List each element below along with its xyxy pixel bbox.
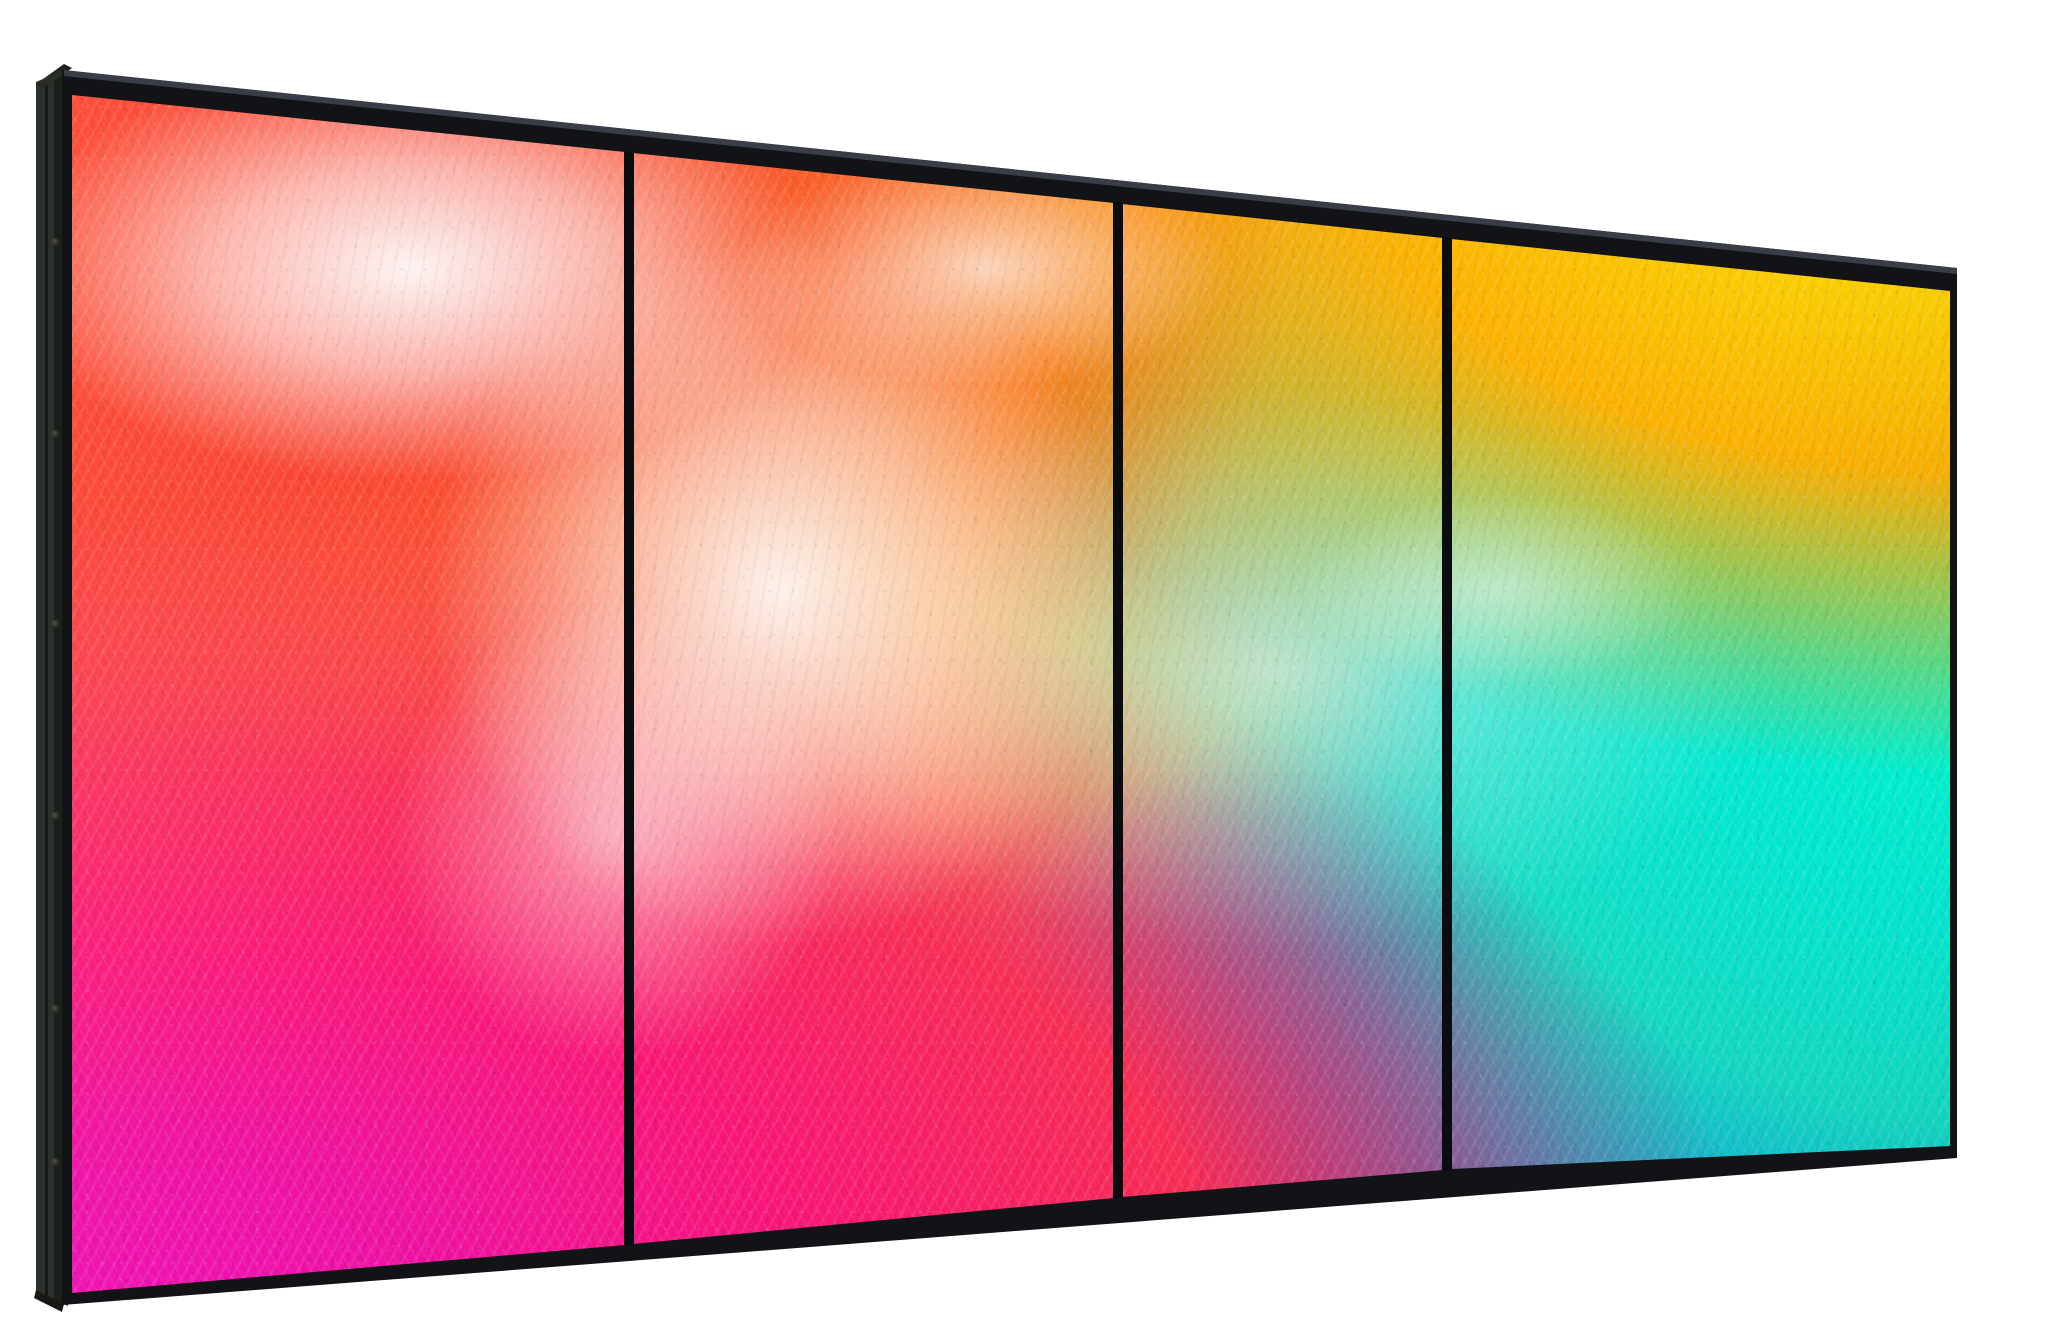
mounting-screw-icon [51,430,60,439]
mounting-screw-icon [51,1005,60,1014]
mounting-screw-icon [51,1158,60,1167]
mounting-screw-icon [51,238,60,247]
mounting-screw-icon [51,620,60,629]
mounting-screw-icon [51,812,60,821]
